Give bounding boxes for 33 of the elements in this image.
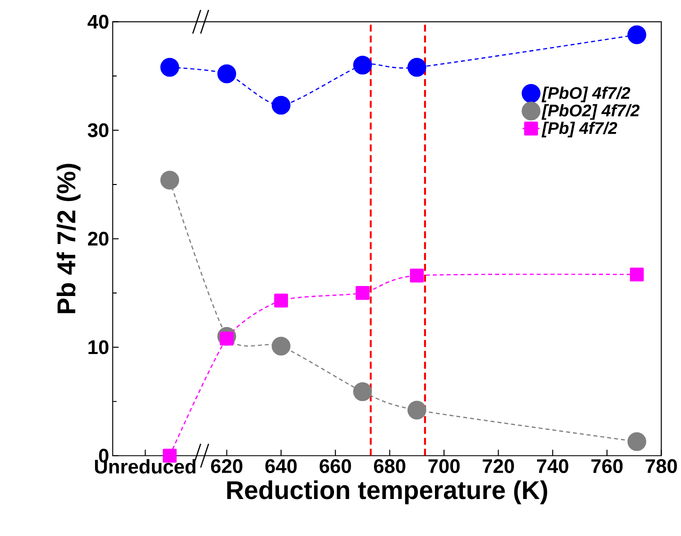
- point: [272, 96, 290, 115]
- point: [160, 170, 180, 190]
- x-tick-label: 640: [265, 459, 297, 474]
- point: [274, 294, 288, 308]
- y-tick-label: 20: [88, 232, 108, 246]
- point: [353, 56, 372, 75]
- y-tick-label: 10: [88, 340, 108, 354]
- x-tick-label: 700: [428, 459, 460, 474]
- legend-label: [PbO] 4f7/2: [542, 86, 630, 102]
- point: [217, 64, 236, 84]
- x-tick-label: 660: [320, 459, 352, 474]
- y-tick-label: 40: [88, 14, 108, 29]
- point: [410, 268, 424, 283]
- x-tick-label: 680: [374, 459, 406, 474]
- point: [353, 382, 372, 402]
- x-tick-label: 760: [591, 459, 623, 474]
- x-tick-label: 740: [537, 459, 568, 474]
- point: [356, 286, 370, 300]
- legend-label: [Pb] 4f7/2: [542, 122, 618, 138]
- x-tick-label: 620: [211, 459, 242, 474]
- point: [630, 268, 644, 282]
- legend-label: [PbO2] 4f7/2: [542, 104, 640, 120]
- x-axis-title: Reduction temperature (K): [227, 480, 548, 504]
- x-tick-label: 780: [646, 459, 677, 474]
- y-tick-label: 30: [88, 123, 108, 138]
- point: [407, 400, 426, 420]
- point: [160, 58, 180, 77]
- point: [627, 432, 646, 452]
- x-tick-label: 720: [482, 459, 514, 474]
- y-axis-title: Pb 4f 7/2 (%): [56, 164, 81, 314]
- point: [407, 58, 426, 77]
- point: [627, 25, 646, 44]
- point: [272, 336, 290, 356]
